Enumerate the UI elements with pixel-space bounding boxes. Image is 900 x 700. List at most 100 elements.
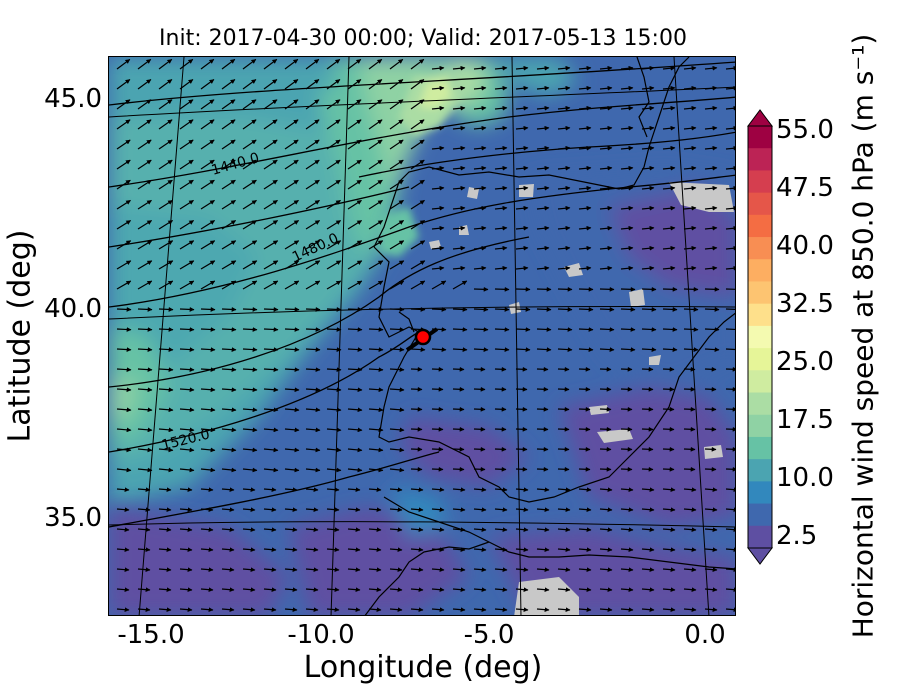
wind-arrow [452,386,465,392]
wind-arrow [347,467,363,473]
wind-arrow [452,446,465,452]
wind-arrow [305,527,319,533]
colorbar-tick-10: 10.0 [776,463,834,493]
wind-arrow [641,205,655,211]
wind-arrow [599,165,613,171]
wind-arrow [284,467,300,473]
wind-arrow [431,507,445,513]
wind-arrow [683,446,696,452]
wind-arrow [515,547,529,553]
wind-arrow [473,185,487,191]
wind-arrow [494,366,507,372]
wind-arrow [200,367,216,373]
colorbar-segment [748,481,772,505]
wind-arrow [326,527,340,533]
wind-arrow [452,426,465,432]
wind-arrow [620,386,633,392]
wind-arrow [200,280,216,290]
wind-arrow [725,105,735,111]
wind-arrow [410,99,425,110]
wind-arrow [431,205,445,211]
wind-arrow [137,467,153,473]
wind-arrow [347,387,363,393]
wind-arrow [494,125,508,131]
wind-arrow [158,327,174,332]
wind-arrow [578,327,594,332]
wind-arrow [179,407,195,413]
wind-arrow [683,225,697,231]
wind-arrow [200,467,216,473]
wind-arrow [704,487,718,493]
wind-arrow [620,567,634,573]
wind-arrow [179,99,194,110]
wind-arrow [326,99,341,110]
wind-arrow [347,240,363,250]
wind-arrow [704,105,718,111]
wind-arrow [620,406,633,412]
wind-arrow [368,387,384,393]
wind-arrow [368,487,382,493]
wind-arrow [116,327,132,332]
wind-arrow [221,119,236,130]
wind-arrow [410,567,424,573]
wind-arrow [515,145,529,151]
wind-arrow [431,527,445,533]
wind-arrow [284,240,300,250]
wind-arrow [263,307,279,312]
wind-arrow [452,145,466,151]
wind-arrow [326,567,340,573]
wind-arrow [704,225,718,231]
wind-arrow [725,245,735,251]
wind-arrow [158,280,174,290]
wind-arrow [662,85,676,91]
wind-arrow [200,219,216,230]
wind-arrow [326,367,342,373]
wind-arrow [536,105,550,111]
wind-arrow [578,65,592,71]
wind-arrow [662,567,676,573]
wind-arrow [284,139,299,150]
wind-arrow [452,205,466,211]
wind-arrow [326,407,342,413]
wind-arrow [599,507,613,513]
wind-arrow [137,527,151,533]
wind-arrow [599,286,615,292]
wind-arrow [368,507,382,513]
wind-arrow [410,587,424,593]
wind-arrow [599,125,613,131]
wind-arrow [410,406,423,412]
wind-arrow [263,119,278,130]
wind-arrow [263,280,279,290]
wind-arrow [137,547,151,553]
wind-arrow [305,467,321,473]
colorbar-extend-max [747,109,773,127]
wind-arrow [242,327,258,332]
wind-arrow [116,467,132,473]
wind-arrow [494,327,510,332]
wind-arrow [431,165,445,171]
wind-arrow [410,260,426,270]
wind-arrow [305,427,321,433]
wind-arrow [473,567,487,573]
wind-arrow [284,179,299,190]
colorbar-tick-32-5: 32.5 [776,289,834,319]
wind-arrow [725,446,735,452]
wind-arrow [389,79,404,90]
colorbar-tick-47-5: 47.5 [776,173,834,203]
wind-arrow [641,65,655,71]
map-panel: 1440.0 1480.0 1520.0 [108,56,736,616]
wind-arrow [494,347,510,352]
wind-arrow [158,179,173,190]
wind-arrow [599,587,613,593]
wind-arrow [221,587,235,593]
wind-arrow [200,139,215,150]
wind-arrow [662,145,676,151]
wind-arrow [389,99,404,110]
wind-arrow [200,119,215,130]
wind-arrow [452,65,466,71]
wind-arrow [368,119,383,130]
wind-arrow [536,185,550,191]
wind-arrow [263,199,278,210]
wind-arrow [704,327,720,332]
wind-arrow [326,119,341,130]
